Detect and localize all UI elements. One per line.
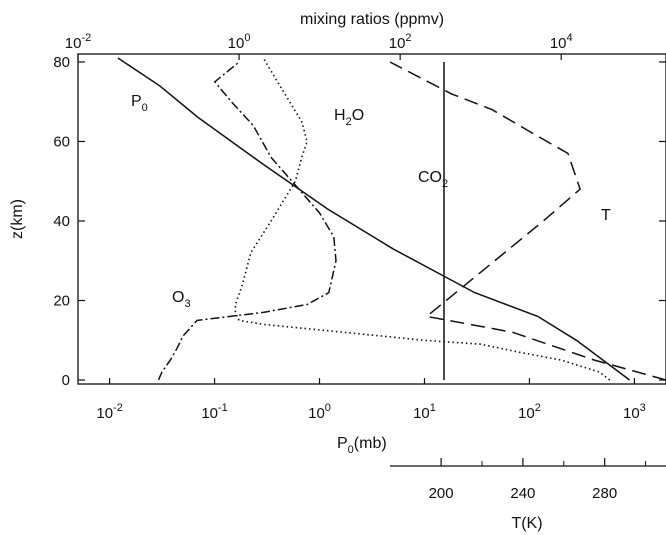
top-tick-label-1: 100 bbox=[228, 32, 251, 52]
series-line-h2o bbox=[234, 57, 611, 381]
top-tick-label-0: 10-2 bbox=[65, 32, 91, 52]
series-label-co2: CO2 bbox=[418, 169, 448, 190]
series-label-p: P0 bbox=[131, 93, 148, 114]
temperature-axis-label: T(K) bbox=[511, 515, 542, 532]
bottom-tick-label-0: 10-2 bbox=[96, 402, 122, 422]
bottom-tick-label-1: 10-1 bbox=[201, 402, 227, 422]
series-line-o3 bbox=[157, 61, 337, 381]
y-tick-label-2: 40 bbox=[53, 213, 70, 230]
bottom-axis-label: P0(mb) bbox=[337, 435, 387, 456]
series-label-h2o: H2O bbox=[334, 107, 364, 128]
series-line-t bbox=[389, 61, 666, 381]
plot-frame bbox=[77, 53, 666, 385]
bottom-tick-label-3: 101 bbox=[413, 402, 436, 422]
series-label-t: T bbox=[601, 207, 611, 224]
top-tick-label-2: 102 bbox=[389, 32, 412, 52]
y-tick-label-0: 0 bbox=[62, 372, 70, 389]
top-tick-label-3: 104 bbox=[550, 32, 573, 52]
series-label-o3: O3 bbox=[172, 289, 191, 310]
temp-tick-label-1: 240 bbox=[510, 485, 535, 502]
y-tick-label-1: 20 bbox=[53, 293, 70, 310]
series-line-p0 bbox=[117, 57, 631, 381]
temp-tick-label-0: 200 bbox=[429, 485, 454, 502]
y-tick-label-4: 80 bbox=[53, 54, 70, 71]
bottom-tick-label-5: 103 bbox=[623, 402, 646, 422]
temp-tick-label-2: 280 bbox=[592, 485, 617, 502]
y-axis-label: z(km) bbox=[9, 199, 26, 239]
top-axis-label: mixing ratios (ppmv) bbox=[300, 11, 444, 28]
bottom-tick-label-4: 102 bbox=[518, 402, 541, 422]
y-tick-label-3: 60 bbox=[53, 133, 70, 150]
bottom-tick-label-2: 100 bbox=[308, 402, 331, 422]
